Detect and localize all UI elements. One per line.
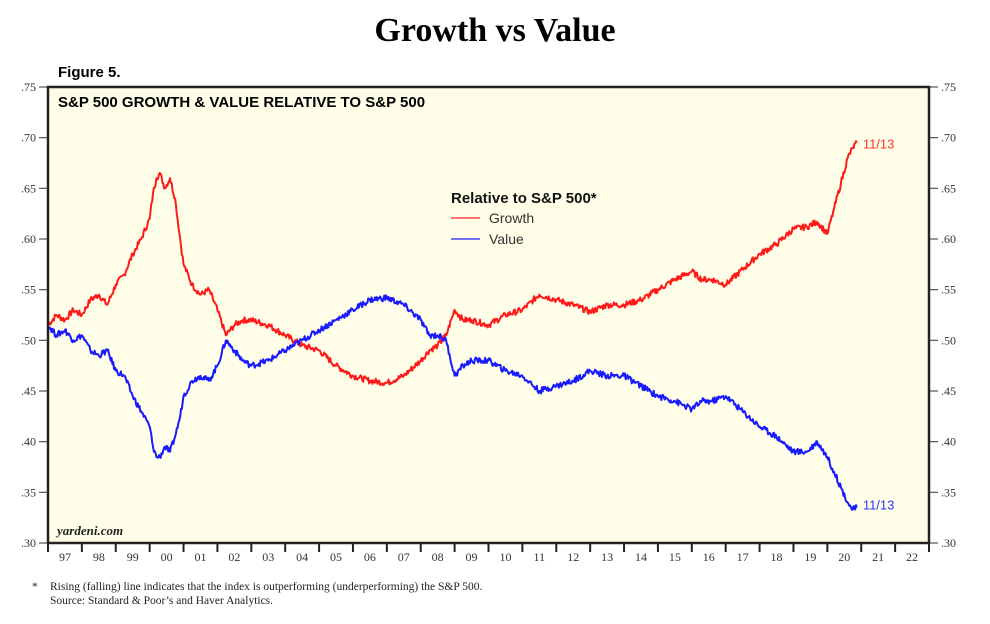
y-tick-label-left: .75: [21, 80, 36, 94]
footnote-source: Source: Standard & Poor’s and Haver Anal…: [50, 595, 274, 607]
x-tick-label: 09: [466, 550, 478, 564]
plot-background: [48, 87, 929, 543]
y-tick-label-right: .35: [941, 485, 956, 499]
x-tick-label: 97: [59, 550, 71, 564]
legend-label-growth: Growth: [489, 210, 534, 226]
y-tick-label-left: .45: [21, 384, 36, 398]
y-tick-label-left: .70: [21, 131, 36, 145]
x-tick-label: 20: [838, 550, 850, 564]
x-tick-label: 13: [601, 550, 613, 564]
x-tick-label: 07: [398, 550, 410, 564]
y-tick-label-right: .60: [941, 232, 956, 246]
page-title: Growth vs Value: [374, 12, 616, 49]
chart-title: S&P 500 GROWTH & VALUE RELATIVE TO S&P 5…: [58, 94, 425, 111]
y-tick-label-left: .60: [21, 232, 36, 246]
x-tick-label: 14: [635, 550, 647, 564]
x-tick-label: 06: [364, 550, 376, 564]
x-tick-label: 11: [534, 550, 546, 564]
legend-label-value: Value: [489, 231, 524, 247]
x-tick-label: 02: [228, 550, 240, 564]
series-lines: [47, 140, 858, 511]
x-tick-label: 05: [330, 550, 342, 564]
x-axis: 97 98 99 00 01 02 03 04 05 06 07 08 09 10 11 12 13 14 15 16…: [47, 543, 930, 564]
y-tick-label-right: .75: [941, 80, 956, 94]
x-tick-label: 16: [703, 550, 715, 564]
x-tick-label: 18: [771, 550, 783, 564]
y-tick-label-right: .40: [941, 435, 956, 449]
footnote-line-1: Rising (falling) line indicates that the…: [50, 581, 483, 593]
y-axis-right: .30 .35 .40 .45 .50 .55 .60 .65 .70 .75: [929, 80, 956, 550]
series-line-value: [47, 294, 858, 511]
x-tick-label: 99: [127, 550, 139, 564]
footnote: * Rising (falling) line indicates that t…: [32, 580, 483, 608]
y-tick-label-right: .30: [941, 536, 956, 550]
x-tick-label: 98: [93, 550, 105, 564]
footnote-star: *: [32, 581, 38, 593]
y-tick-label-right: .55: [941, 283, 956, 297]
x-tick-label: 01: [194, 550, 206, 564]
y-tick-label-right: .50: [941, 333, 956, 347]
x-tick-label: 04: [296, 550, 308, 564]
y-tick-label-left: .30: [21, 536, 36, 550]
y-tick-label-right: .65: [941, 181, 956, 195]
x-tick-label: 03: [262, 550, 274, 564]
x-tick-label: 15: [669, 550, 681, 564]
x-tick-label: 10: [499, 550, 511, 564]
y-tick-label-left: .55: [21, 283, 36, 297]
y-tick-label-left: .50: [21, 333, 36, 347]
x-tick-label: 12: [567, 550, 579, 564]
x-tick-label: 00: [161, 550, 173, 564]
x-tick-label: 17: [737, 550, 749, 564]
series-line-growth: [47, 140, 858, 387]
x-tick-label: 08: [432, 550, 444, 564]
watermark: yardeni.com: [55, 523, 123, 538]
legend-title: Relative to S&P 500*: [451, 190, 597, 207]
x-tick-label: 21: [872, 550, 884, 564]
y-tick-label-left: .65: [21, 181, 36, 195]
plot-frame: [46, 85, 931, 545]
x-tick-label: 19: [804, 550, 816, 564]
figure-label: Figure 5.: [58, 64, 121, 81]
end-label-value: 11/13: [863, 498, 895, 513]
end-label-growth: 11/13: [863, 137, 895, 152]
y-tick-label-left: .35: [21, 485, 36, 499]
y-tick-label-left: .40: [21, 435, 36, 449]
y-tick-label-right: .70: [941, 131, 956, 145]
legend: Relative to S&P 500* Growth Value: [451, 190, 597, 247]
y-axis-left: .30 .35 .40 .45 .50 .55 .60 .65 .70 .75: [21, 80, 48, 550]
x-tick-label: 22: [906, 550, 918, 564]
y-tick-label-right: .45: [941, 384, 956, 398]
